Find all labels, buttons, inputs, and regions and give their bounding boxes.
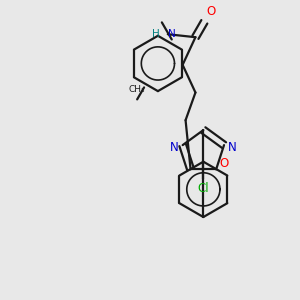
Text: O: O [219,157,228,170]
Text: CH₃: CH₃ [129,85,146,94]
Text: N: N [168,29,176,39]
Text: N: N [170,141,179,154]
Text: N: N [228,141,237,154]
Text: O: O [206,5,216,18]
Text: H: H [152,29,160,39]
Text: Cl: Cl [197,182,209,195]
